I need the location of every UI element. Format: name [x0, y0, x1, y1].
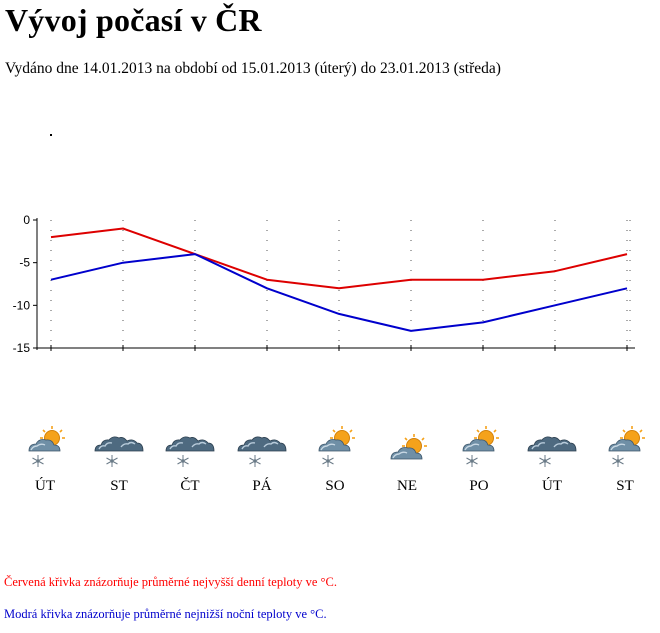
partly-cloudy-icon — [390, 434, 427, 460]
forecast-day-label: ÚT — [35, 478, 55, 494]
partly-cloudy-snow-icon — [608, 426, 645, 467]
forecast-day-label: ST — [110, 478, 128, 494]
forecast-day-label: ČT — [180, 478, 200, 494]
y-tick-label: -5 — [19, 256, 30, 270]
legend-note-min: Modrá křivka znázorňuje průměrné nejnižš… — [4, 607, 327, 621]
cloudy-snow-icon — [527, 436, 577, 467]
y-tick-label: 0 — [23, 213, 30, 227]
page-subtitle: Vydáno dne 14.01.2013 na období od 15.01… — [5, 60, 501, 77]
forecast-day: ST — [89, 425, 149, 495]
forecast-day-label: ST — [616, 478, 634, 494]
max-temperature-line — [50, 227, 628, 290]
forecast-day: ČT — [160, 425, 220, 495]
forecast-day: ÚT — [522, 425, 582, 495]
page-title: Vývoj počasí v ČR — [5, 2, 262, 38]
min-temperature-line — [50, 253, 628, 332]
axis-dot — [50, 134, 52, 136]
partly-cloudy-snow-icon — [462, 426, 499, 467]
forecast-day: ST — [595, 425, 655, 495]
forecast-day: NE — [377, 425, 437, 495]
cloudy-snow-icon — [165, 436, 215, 467]
forecast-day-label: NE — [397, 478, 417, 494]
forecast-day-label: ÚT — [542, 478, 562, 494]
forecast-day: PÁ — [232, 425, 292, 495]
forecast-day: PO — [449, 425, 509, 495]
partly-cloudy-snow-icon — [28, 426, 65, 467]
partly-cloudy-snow-icon — [318, 426, 355, 467]
forecast-day-label: SO — [325, 478, 345, 494]
y-tick-label: -10 — [13, 298, 31, 312]
forecast-day-label: PO — [469, 478, 489, 494]
legend-note-max: Červená křivka znázorňuje průměrné nejvy… — [4, 575, 338, 589]
cloudy-snow-icon — [237, 436, 287, 467]
forecast-day: ÚT — [15, 425, 75, 495]
forecast-day: SO — [305, 425, 365, 495]
forecast-day-label: PÁ — [252, 478, 272, 494]
cloudy-snow-icon — [94, 436, 144, 467]
y-tick-label: -15 — [13, 341, 31, 355]
